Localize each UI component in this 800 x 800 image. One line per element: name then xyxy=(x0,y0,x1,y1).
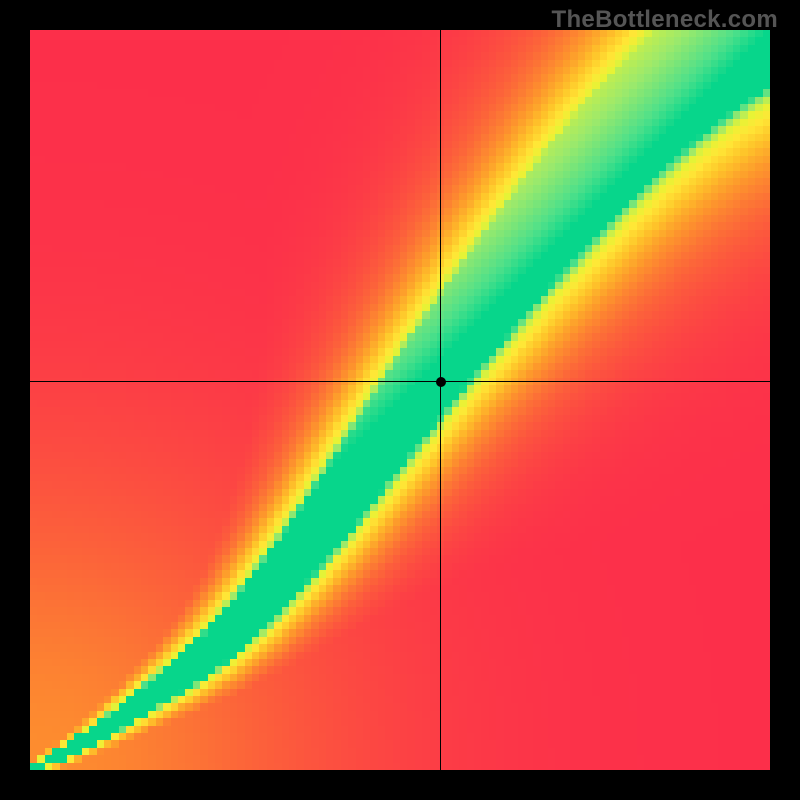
border-left xyxy=(0,30,30,770)
attribution-text: TheBottleneck.com xyxy=(552,6,778,34)
crosshair-horizontal xyxy=(30,381,770,382)
crosshair-vertical xyxy=(440,30,441,770)
crosshair-dot xyxy=(436,377,446,387)
border-bottom xyxy=(0,770,800,800)
border-right xyxy=(770,30,800,770)
